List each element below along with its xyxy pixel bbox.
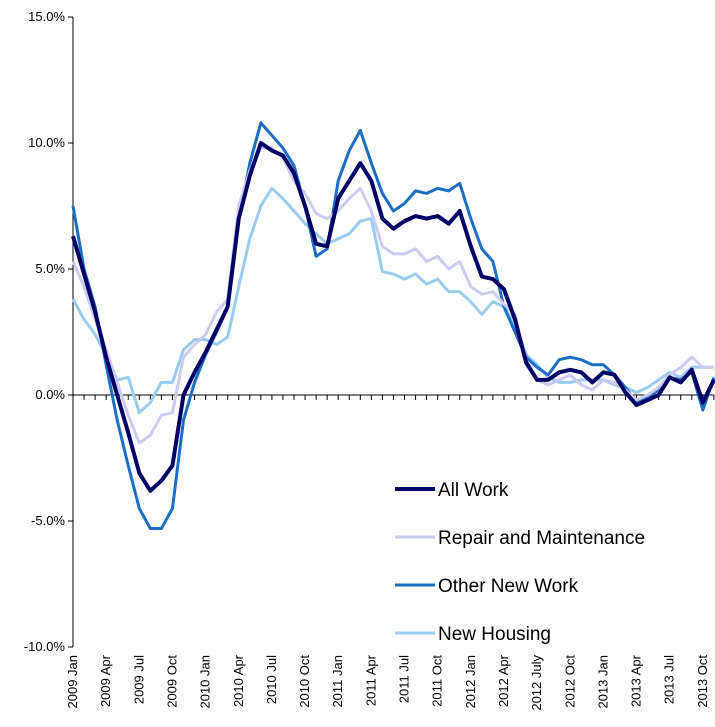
x-tick-label: 2012 Oct — [562, 655, 577, 708]
y-tick-label: -10.0% — [24, 639, 66, 654]
x-tick-label: 2009 Jul — [131, 655, 146, 704]
x-tick-label: 2010 Jan — [198, 655, 213, 709]
legend-label: All Work — [438, 480, 509, 501]
x-tick-label: 2013 Jan — [595, 655, 610, 709]
x-tick-label: 2010 Jul — [264, 655, 279, 704]
series-line — [71, 146, 714, 445]
series-line — [71, 141, 715, 493]
x-tick-label: 2013 Apr — [629, 654, 644, 707]
y-tick-label: 15.0% — [28, 9, 65, 24]
legend-label: Other New Work — [438, 576, 579, 597]
x-tick-label: 2012 Apr — [496, 654, 511, 707]
x-tick-label: 2013 Jul — [662, 655, 677, 704]
x-tick-label: 2009 Apr — [98, 654, 113, 707]
x-tick-label: 2012 Jan — [463, 655, 478, 709]
x-tick-label: 2010 Oct — [297, 655, 312, 708]
x-tick-label: 2009 Jan — [65, 655, 80, 709]
x-tick-label: 2009 Oct — [164, 655, 179, 708]
y-tick-label: 5.0% — [35, 261, 65, 276]
x-tick-label: 2013 Oct — [695, 655, 710, 708]
x-tick-label: 2010 Apr — [231, 654, 246, 707]
x-tick-label: 2011 Jan — [330, 655, 345, 708]
legend-label: Repair and Maintenance — [438, 528, 645, 549]
x-tick-label: 2011 Apr — [363, 654, 378, 706]
x-tick-label: 2012 July — [529, 655, 544, 711]
legend-label: New Housing — [438, 624, 551, 645]
y-tick-label: 0.0% — [35, 387, 65, 402]
y-tick-label: -5.0% — [31, 513, 65, 528]
y-tick-label: 10.0% — [28, 135, 65, 150]
x-tick-label: 2011 Oct — [430, 655, 445, 707]
x-tick-label: 2011 Jul — [397, 655, 412, 703]
series-line — [71, 121, 715, 531]
